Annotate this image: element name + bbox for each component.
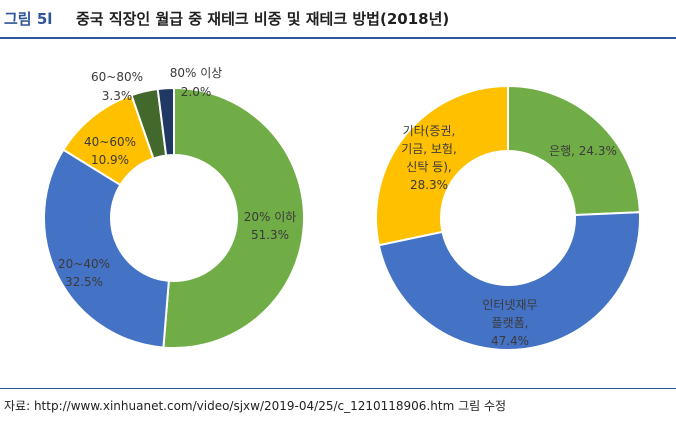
figure-header: 그림 5l 중국 직장인 월급 중 재테크 비중 및 재테크 방법(2018년) [0, 0, 676, 36]
slice-label-right-0: 은행, 24.3% [549, 143, 617, 158]
slice-label-right-0-value: 24.3% [579, 144, 617, 158]
slice-label-left-4-name: 80% 이상 [170, 66, 223, 80]
slice-label-right-0-name: 은행 [549, 143, 571, 158]
donut-slice-right-1 [377, 211, 641, 351]
slice-label-right-1-line2: 플랫폼, [492, 316, 529, 330]
slice-label-right-2-line1: 기타(증권, [403, 124, 456, 138]
slice-label-left-0-name: 20% 이하 [244, 210, 297, 224]
slice-label-right-2-value: 28.3% [410, 178, 448, 192]
charts-canvas: 20% 이하 51.3% 20~40% 32.5% 40~60% 10.9% 6… [43, 66, 641, 351]
figure-title: 중국 직장인 월급 중 재테크 비중 및 재테크 방법(2018년) [76, 10, 450, 28]
slice-label-left-0-value: 51.3% [251, 228, 289, 242]
donut-chart-investment-method [375, 84, 641, 351]
slice-label-right-1-line1: 인터넷재무 [482, 298, 537, 312]
slice-label-left-2-value: 10.9% [91, 153, 129, 167]
donut-slice-left-0 [162, 86, 305, 349]
footer-divider [0, 388, 676, 389]
figure-number: 그림 5l [4, 10, 53, 28]
slice-label-left-1-name: 20~40% [58, 257, 110, 271]
donut-slice-right-0 [507, 84, 641, 217]
slice-label-left-3-value: 3.3% [102, 89, 133, 103]
donut-slice-left-1 [43, 148, 170, 349]
slice-label-right-2-line3: 신탁 등), [406, 160, 451, 174]
slice-label-right-2-line2: 기금, 보험, [401, 142, 457, 156]
source-note: 자료: http://www.xinhuanet.com/video/sjxw/… [4, 399, 507, 413]
left-labels: 20% 이하 51.3% 20~40% 32.5% 40~60% 10.9% 6… [58, 66, 296, 289]
donut-chart-salary-share [43, 86, 305, 349]
header-divider [0, 37, 676, 39]
donut-slice-left-4 [156, 86, 175, 157]
donut-slice-right-2 [375, 84, 509, 247]
slice-label-left-3-name: 60~80% [91, 70, 143, 84]
slice-label-left-1-value: 32.5% [65, 275, 103, 289]
slice-label-left-4-value: 2.0% [181, 85, 212, 99]
slice-label-left-2-name: 40~60% [84, 135, 136, 149]
slice-label-right-1-value: 47.4% [491, 334, 529, 348]
right-labels: 은행, 24.3% 인터넷재무 플랫폼, 47.4% 기타(증권, 기금, 보험… [401, 124, 617, 348]
